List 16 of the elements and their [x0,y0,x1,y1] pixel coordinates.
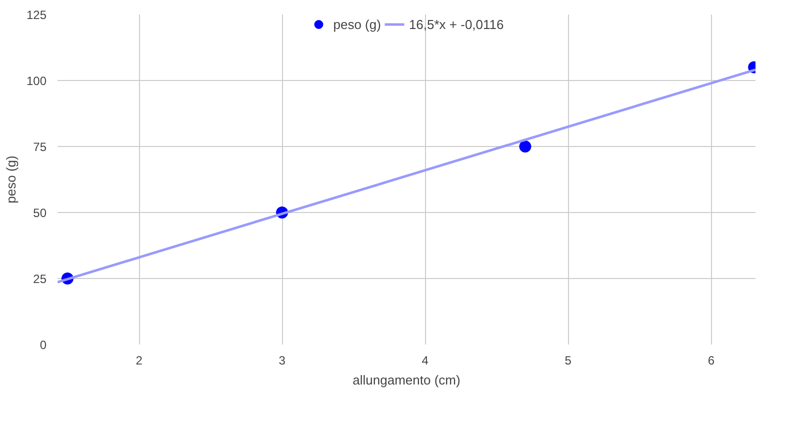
point [519,140,532,152]
legend-label: 16,5*x + -0,0116 [408,16,504,32]
y-tick-label: 125 [26,8,47,22]
x-tick-label: 5 [564,354,572,368]
y-tick-label: 75 [33,140,47,154]
y-tick-label: 0 [40,338,47,352]
legend-label: peso (g) [333,16,381,32]
x-tick-label: 4 [422,354,429,368]
y-tick-label: 50 [33,206,47,220]
x-axis-title: allungamento (cm) [352,372,460,388]
x-tick-label: 2 [136,354,143,368]
y-tick-label: 25 [33,272,47,286]
x-tick-label: 3 [278,354,286,368]
y-axis-title: peso (g) [3,156,18,204]
y-tick-label: 100 [26,74,47,88]
x-tick-label: 6 [708,354,715,368]
